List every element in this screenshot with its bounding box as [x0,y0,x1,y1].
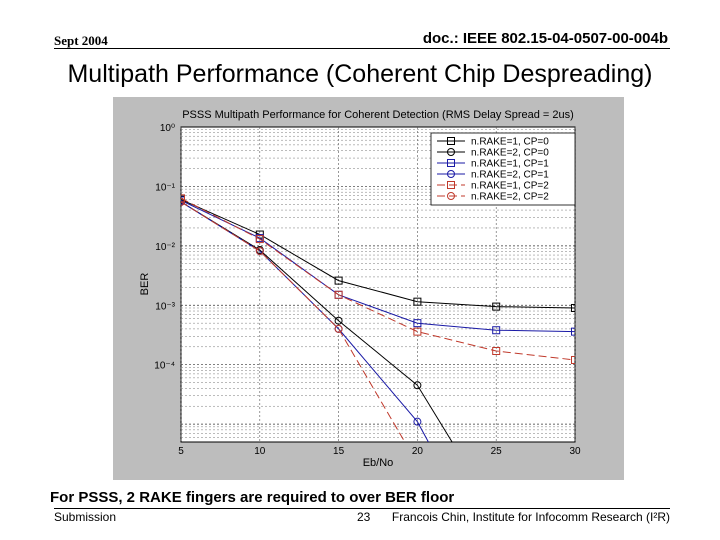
circle-marker [447,170,455,178]
y-tick-label: 10⁻² [155,242,175,253]
circle-marker [334,324,343,333]
header-date: Sept 2004 [54,33,108,48]
series-6 [181,197,406,442]
square-marker [571,327,575,336]
footer-author: Francois Chin, Institute for Infocomm Re… [391,510,670,524]
square-marker [447,159,455,167]
series-line [181,201,453,442]
square-marker [334,276,343,285]
square-marker [334,290,343,299]
slide-caption: For PSSS, 2 RAKE fingers are required to… [50,489,455,506]
legend-entry: n.RAKE=1, CP=0 [471,137,549,148]
square-marker [571,355,575,364]
slide-title: Multipath Performance (Coherent Chip Des… [67,60,653,88]
ber-chart: PSSS Multipath Performance for Coherent … [139,109,581,469]
y-axis-ticks: 10⁰ 10⁻¹ 10⁻² 10⁻³ 10⁻⁴ [154,123,175,372]
square-marker [413,297,422,306]
series-line [181,201,406,442]
y-tick-label: 10⁻³ [155,301,175,312]
x-axis-label: Eb/No [363,457,394,469]
x-axis-ticks: 5 10 15 20 25 30 [178,446,581,457]
square-marker [413,327,422,336]
square-marker [255,235,264,244]
x-tick-label: 20 [412,446,424,457]
y-axis-label: BER [139,273,151,296]
series-line [181,199,575,309]
chart-figure: PSSS Multipath Performance for Coherent … [113,97,624,480]
legend-entry: n.RAKE=1, CP=1 [471,159,549,170]
square-marker [447,181,455,189]
x-tick-label: 30 [569,446,581,457]
x-tick-label: 25 [491,446,503,457]
chart-title: PSSS Multipath Performance for Coherent … [182,109,574,121]
header-doc-id: doc.: IEEE 802.15-04-0507-00-004b [422,30,668,47]
y-tick-label: 10⁻¹ [155,182,175,193]
footer-submission: Submission [54,510,117,524]
square-marker [413,319,422,328]
square-marker [492,326,501,335]
grid-lines [180,127,576,442]
series-lines [181,194,575,442]
legend-entry: n.RAKE=1, CP=2 [471,181,549,192]
series-line [181,197,575,361]
series-5 [181,194,575,364]
circle-marker [447,192,455,200]
header-rule [54,48,670,49]
legend-entry: n.RAKE=2, CP=0 [471,148,549,159]
x-tick-label: 15 [333,446,345,457]
square-marker [571,303,575,312]
legend-entry: n.RAKE=2, CP=2 [471,192,549,203]
footer-page-number: 23 [357,510,371,524]
y-tick-label: 10⁰ [160,123,175,134]
circle-marker [447,148,455,156]
square-marker [447,137,455,145]
y-tick-label: 10⁻⁴ [154,361,175,372]
circle-marker [255,246,264,255]
legend-entry: n.RAKE=2, CP=1 [471,170,549,181]
x-tick-label: 10 [254,446,266,457]
x-tick-label: 5 [178,446,184,457]
footer-rule [54,508,670,509]
circle-marker [413,417,422,426]
square-marker [492,302,501,311]
circle-marker [181,197,185,206]
circle-marker [413,381,422,390]
square-marker [492,346,501,355]
square-marker [181,194,185,203]
circle-marker [334,316,343,325]
legend: n.RAKE=1, CP=0n.RAKE=2, CP=0n.RAKE=1, CP… [430,132,576,206]
